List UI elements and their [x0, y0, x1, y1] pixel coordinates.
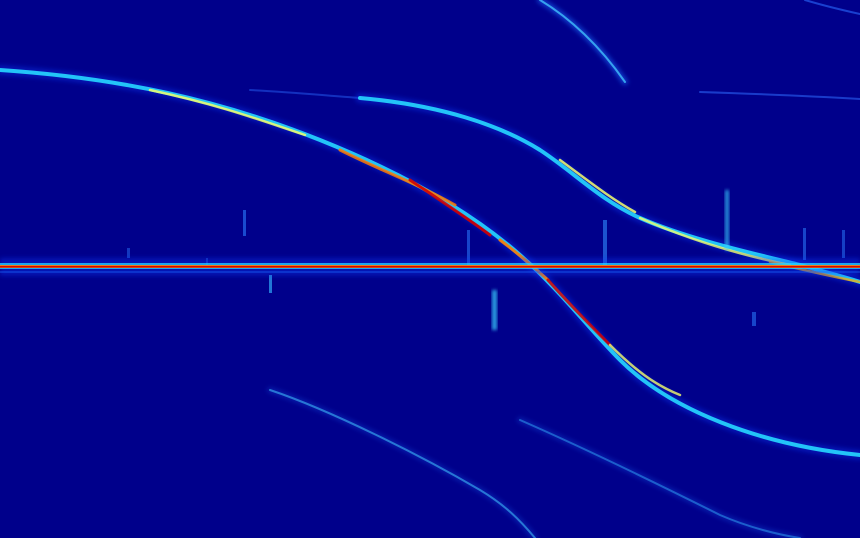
- faint-curves-bottom: [267, 387, 803, 538]
- faint-curves-top: [249, 0, 860, 100]
- horizontal-tone: [0, 258, 860, 276]
